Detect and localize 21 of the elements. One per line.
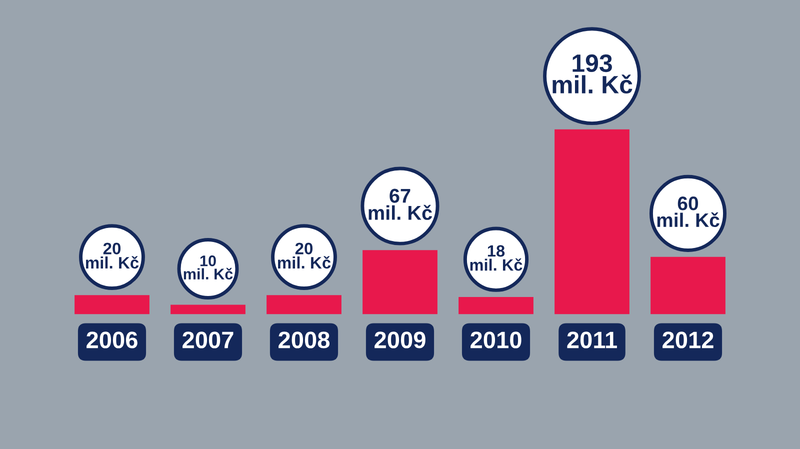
data-label: 10 mil. Kč <box>184 255 233 280</box>
x-tick-label: 2006 <box>86 332 138 348</box>
data-label: 18 mil. Kč <box>470 245 522 271</box>
bar <box>170 304 246 314</box>
bar <box>266 295 342 314</box>
data-label: 20 mil. Kč <box>86 242 139 269</box>
x-tick-label: 2007 <box>182 332 234 348</box>
data-label: 67 mil. Kč <box>368 188 432 220</box>
data-label: 20 mil. Kč <box>278 242 331 269</box>
x-tick-label: 2010 <box>470 332 522 348</box>
data-label: 193 mil. Kč <box>552 54 632 94</box>
x-tick-label: 2012 <box>662 332 714 348</box>
x-tick-label: 2008 <box>278 332 330 348</box>
bar <box>650 256 726 314</box>
bar <box>458 297 534 314</box>
data-label: 60 mil. Kč <box>657 196 720 228</box>
bar <box>362 250 438 314</box>
x-tick-label: 2009 <box>374 332 426 348</box>
bar <box>554 129 630 314</box>
x-tick-label: 2011 <box>567 332 617 348</box>
bar <box>74 295 150 314</box>
